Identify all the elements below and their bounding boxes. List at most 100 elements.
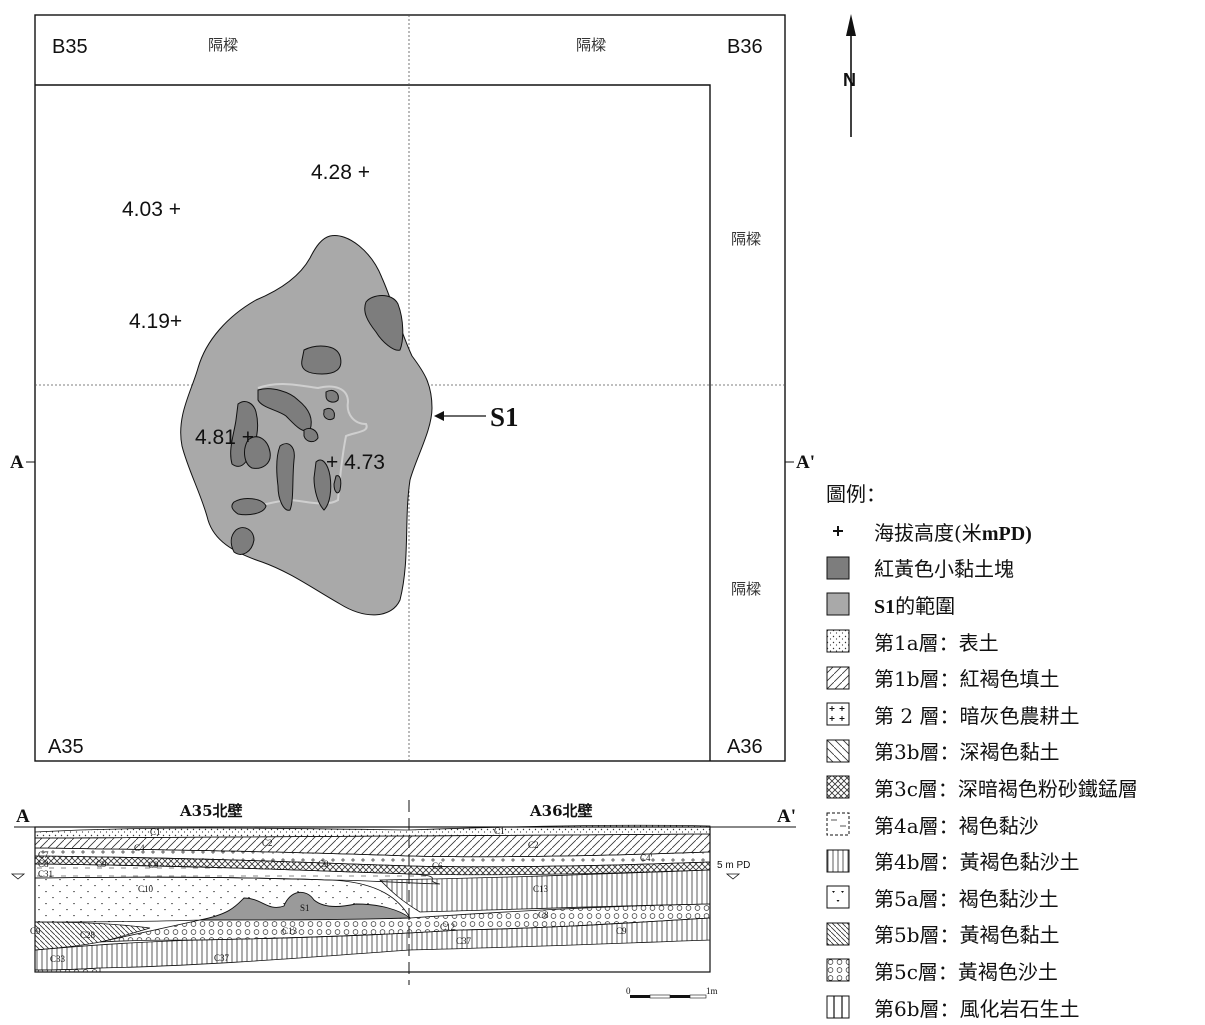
legend-label: 第5a層：褐色黏沙土: [874, 886, 1059, 911]
baulk-label: 隔樑: [208, 36, 238, 54]
section-s1-fill: [199, 891, 412, 921]
layer-label: C9: [318, 859, 329, 869]
legend-label: 第1b層：紅褐色填土: [874, 667, 1060, 692]
legend-item: 第6b層：風化岩石生土: [826, 989, 1201, 1025]
layer-label: C33: [50, 954, 66, 964]
scale-end-label: 1m: [706, 986, 718, 996]
legend-label: 海拔高度(米mPD): [874, 520, 1032, 545]
section-end-a-prime: A': [777, 806, 796, 827]
section-title-a35: A35北壁: [179, 802, 243, 820]
section-datum-label: 5 m PD: [717, 860, 750, 871]
scale-start-label: 0: [626, 986, 631, 996]
layer-label: C8: [38, 859, 49, 869]
legend-item: 第1b層：紅褐色填土: [826, 659, 1201, 696]
layer-label: C9: [148, 860, 159, 870]
scale-segment: [649, 994, 671, 999]
clay-lump: [303, 427, 319, 443]
scale-segment: [630, 995, 650, 998]
dense-hatch-pattern-icon: [826, 922, 850, 946]
excavation-plan: B35 B36 A35 A36 隔樑 隔樑 隔樑 隔樑 4.28 + 4.03 …: [10, 14, 815, 762]
corner-label-a36: A36: [727, 736, 763, 758]
baulk-label: 隔樑: [576, 36, 606, 54]
clay-lumps: [230, 295, 404, 555]
corner-label-a35: A35: [48, 736, 84, 758]
legend-label: 第 2 層：暗灰色農耕土: [874, 703, 1080, 728]
layer-label: C4': [640, 853, 653, 863]
hatch-left-pattern-icon: [826, 739, 850, 763]
layer-label: C13: [282, 926, 298, 936]
layer-label: C1: [494, 826, 505, 836]
layer-label: C28: [80, 930, 96, 940]
layer-label: C9: [96, 859, 107, 869]
section-marker-a: A: [10, 452, 24, 473]
clay-lump: [323, 407, 335, 421]
clay-lump: [333, 475, 342, 494]
scale-segment: [689, 994, 707, 999]
layer-label: C37: [214, 953, 230, 963]
clay-lump: [325, 389, 339, 403]
legend-item: 第3b層：深褐色黏土: [826, 733, 1201, 770]
legend-label: 第1a層：表土: [874, 630, 999, 655]
datum-marker-right: [725, 873, 741, 880]
legend-label: 第3c層：深暗褐色粉砂鐵錳層: [874, 776, 1138, 801]
legend-label: 第4a層：褐色黏沙: [874, 813, 1039, 838]
corner-label-b36: B36: [727, 36, 763, 58]
layer-label: C2: [528, 840, 539, 850]
layer-label: C13: [533, 884, 549, 894]
elevation-point: 4.03 +: [122, 198, 181, 221]
elevation-point: 4.19+: [129, 310, 182, 333]
section-profile: A A' A35北壁 A36北壁 5 m PD C1 C1 C2 C2 C4 C…: [10, 800, 796, 999]
triangle-dots-pattern-icon: [826, 885, 850, 909]
cross-hatch-pattern-icon: [826, 775, 850, 799]
dark-grey-swatch-icon: [826, 556, 850, 580]
legend-item: 第5a層：褐色黏沙土: [826, 879, 1201, 916]
dots-pattern-icon: [826, 629, 850, 653]
plus-icon: [833, 526, 843, 537]
section-frame: [34, 826, 711, 973]
legend-title: 圖例：: [826, 482, 886, 506]
section-s1-label: S1: [300, 903, 310, 913]
layer-label: C8: [538, 910, 549, 920]
baulk-label: 隔樑: [731, 580, 761, 598]
legend-label: 第4b層：黃褐色黏沙土: [874, 850, 1080, 875]
clay-lump: [313, 459, 332, 511]
scale-segment: [670, 995, 690, 998]
hatch-right-pattern-icon: [826, 666, 850, 690]
s1-label: S1: [490, 402, 519, 432]
legend-item: 第 2 層：暗灰色農耕土: [826, 696, 1201, 733]
layer-label: C9: [616, 926, 627, 936]
layer-label: C1: [150, 827, 161, 837]
baulk-label: 隔樑: [731, 230, 761, 248]
s1-inner-outline: [245, 382, 368, 508]
north-label: N: [843, 70, 856, 90]
legend: 圖例： 海拔高度(米mPD) 紅黃色小黏土塊 S1的範圍 第1a層：表土 第1b…: [826, 478, 1201, 1025]
wide-vertical-pattern-icon: [826, 995, 850, 1019]
layer-label: C10: [138, 884, 154, 894]
baulk-inner-line: [35, 84, 711, 761]
scale-bar: 0 1m: [626, 986, 718, 999]
legend-item: S1的範圍: [826, 586, 1201, 623]
legend-label: 第5b層：黃褐色黏土: [874, 923, 1060, 948]
layer-c33: [34, 967, 101, 973]
layer-label: C2: [262, 838, 273, 848]
plan-outer-frame: [34, 14, 786, 762]
legend-label: 第5c層：黃褐色沙土: [874, 959, 1058, 984]
clay-lump: [276, 443, 295, 511]
legend-item: 第1a層：表土: [826, 623, 1201, 660]
elevation-point: 4.28 +: [311, 161, 370, 184]
layer-label: C7: [38, 850, 49, 860]
legend-label: 紅黃色小黏土塊: [874, 557, 1014, 582]
s1-pointer-arrowhead: [434, 411, 444, 421]
mid-grey-swatch-icon: [826, 592, 850, 616]
legend-label: S1的範圍: [874, 593, 956, 618]
layer-label: C31: [38, 869, 53, 879]
clay-lump: [301, 345, 342, 375]
legend-item: 第4a層：褐色黏沙: [826, 806, 1201, 843]
layer-label: C12: [440, 922, 455, 932]
north-arrowhead: [846, 14, 856, 36]
legend-item: 第5b層：黃褐色黏土: [826, 916, 1201, 953]
circles-pattern-icon: [826, 958, 850, 982]
legend-item: 紅黃色小黏土塊: [826, 550, 1201, 587]
dashes-pattern-icon: [826, 812, 850, 836]
